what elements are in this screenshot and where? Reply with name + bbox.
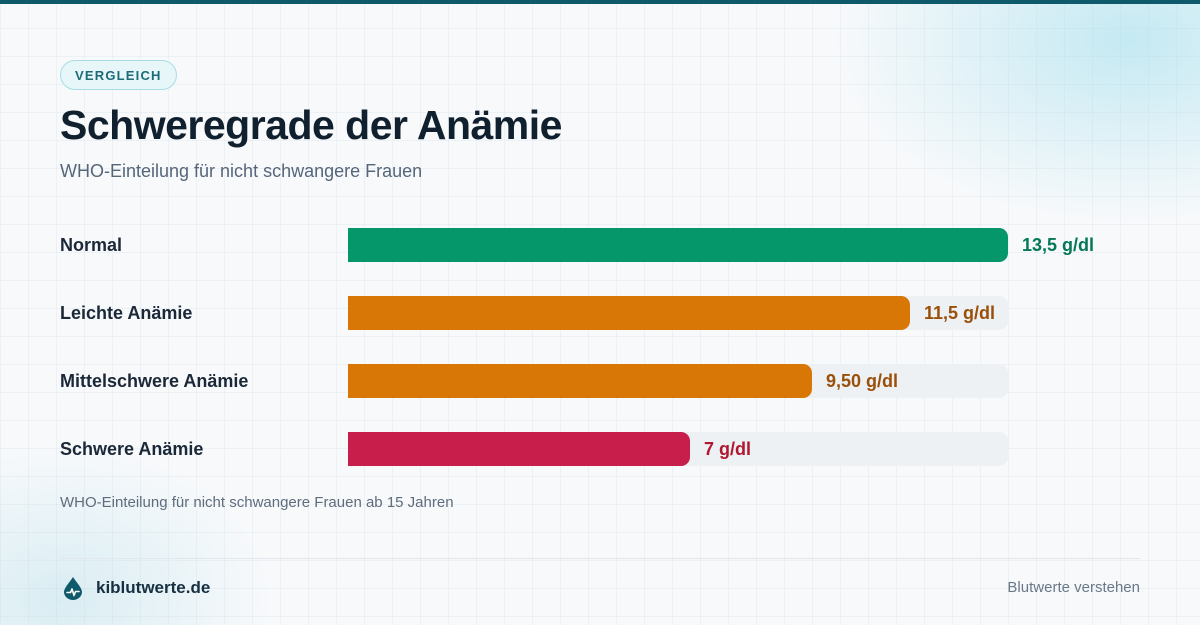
bar-track	[348, 364, 1008, 398]
bar	[348, 296, 910, 330]
bar-track	[348, 296, 1008, 330]
bar	[348, 432, 690, 466]
chart-row: Mittelschwere Anämie 9,50 g/dl	[0, 364, 1200, 398]
category-badge: VERGLEICH	[60, 60, 177, 90]
page-title: Schweregrade der Anämie	[60, 102, 562, 148]
top-accent-bar	[0, 0, 1200, 4]
chart-row: Schwere Anämie 7 g/dl	[0, 432, 1200, 466]
footnote: WHO-Einteilung für nicht schwangere Frau…	[60, 494, 454, 511]
value-label: 13,5 g/dl	[1022, 235, 1095, 255]
blood-drop-pulse-icon	[64, 577, 82, 600]
page-subtitle: WHO-Einteilung für nicht schwangere Frau…	[60, 161, 423, 181]
brand-name: kiblutwerte.de	[96, 578, 211, 597]
bar-track	[348, 228, 1008, 262]
value-label: 11,5 g/dl	[924, 303, 996, 323]
value-label: 7 g/dl	[704, 439, 752, 459]
category-label: Schwere Anämie	[60, 439, 204, 459]
bar	[348, 228, 1008, 262]
bar	[348, 364, 812, 398]
value-label: 9,50 g/dl	[826, 371, 899, 391]
footer-divider	[60, 558, 1140, 559]
category-label: Mittelschwere Anämie	[60, 371, 249, 391]
chart-row: Normal 13,5 g/dl	[0, 228, 1200, 262]
tagline: Blutwerte verstehen	[1007, 579, 1140, 596]
category-label: Leichte Anämie	[60, 303, 193, 323]
chart-row: Leichte Anämie 11,5 g/dl	[0, 296, 1200, 330]
bar-track	[348, 432, 1008, 466]
category-label: Normal	[60, 235, 123, 255]
